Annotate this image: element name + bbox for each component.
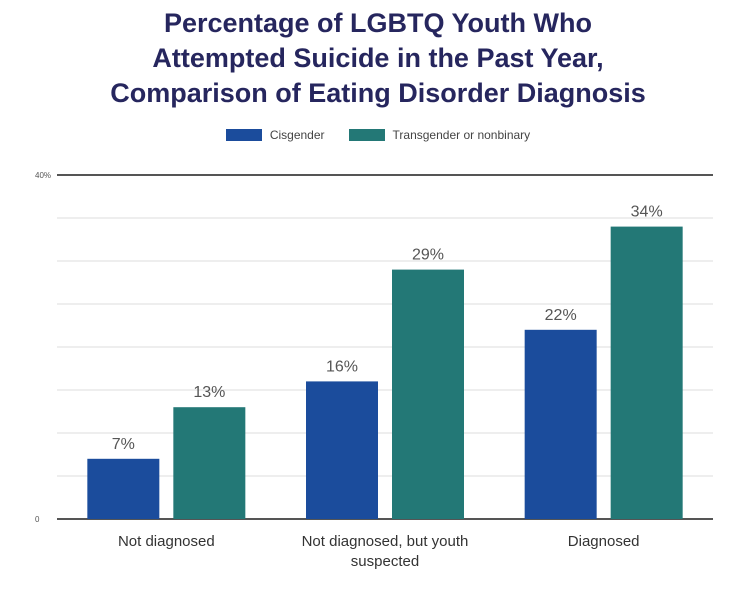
legend-label: Transgender or nonbinary: [392, 128, 531, 142]
x-tick-label: Diagnosed: [568, 533, 640, 550]
bar: [610, 226, 683, 519]
data-label: 29%: [412, 247, 444, 264]
legend-swatch: [225, 129, 262, 141]
data-label: 16%: [326, 358, 358, 375]
legend-item-cisgender: Cisgender: [225, 128, 325, 142]
chart-legend: Cisgender Transgender or nonbinary: [0, 128, 756, 142]
legend-item-transgender-nonbinary: Transgender or nonbinary: [348, 128, 531, 142]
legend-swatch: [348, 129, 385, 141]
chart-title-line: Comparison of Eating Disorder Diagnosis: [110, 78, 646, 108]
bar: [524, 329, 597, 519]
bar: [87, 458, 160, 519]
data-label: 22%: [545, 307, 577, 324]
chart-title-line: Percentage of LGBTQ Youth Who: [163, 8, 592, 38]
x-tick-label: Not diagnosed: [118, 533, 215, 550]
data-label: 13%: [193, 384, 225, 401]
chart-title-line: Attempted Suicide in the Past Year,: [152, 43, 604, 73]
bar: [392, 269, 464, 519]
bar: [173, 407, 246, 519]
y-tick-label: 40%: [35, 171, 51, 180]
bar: [306, 381, 378, 519]
x-tick-label: suspected: [351, 553, 419, 570]
chart-title: Percentage of LGBTQ Youth Who Attempted …: [0, 6, 756, 111]
data-label: 34%: [631, 204, 663, 221]
y-tick-label: 0: [35, 515, 40, 524]
data-label: 7%: [112, 436, 135, 453]
legend-label: Cisgender: [269, 128, 325, 142]
x-tick-label: Not diagnosed, but youth: [302, 533, 469, 550]
